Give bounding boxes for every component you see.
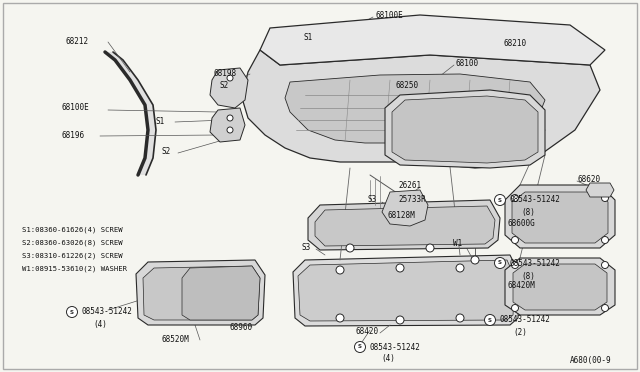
Circle shape <box>495 195 506 205</box>
Text: (4): (4) <box>381 353 395 362</box>
Text: S3: S3 <box>302 244 311 253</box>
Text: S1:08360-61626(4) SCREW: S1:08360-61626(4) SCREW <box>22 227 123 233</box>
Circle shape <box>511 195 518 202</box>
Circle shape <box>355 341 365 353</box>
Polygon shape <box>586 183 614 197</box>
Text: 68196: 68196 <box>62 131 85 140</box>
Text: 68600G: 68600G <box>508 219 536 228</box>
Text: A680(00-9: A680(00-9 <box>570 356 612 365</box>
Circle shape <box>511 305 518 311</box>
Text: 68420: 68420 <box>355 327 378 337</box>
Polygon shape <box>145 105 156 130</box>
Circle shape <box>227 75 233 81</box>
Polygon shape <box>145 130 156 158</box>
Text: (8): (8) <box>521 208 535 218</box>
Text: S: S <box>488 317 492 323</box>
Circle shape <box>227 115 233 121</box>
Polygon shape <box>285 74 545 145</box>
Text: (4): (4) <box>93 321 107 330</box>
Text: 68100: 68100 <box>455 60 478 68</box>
Text: 68960: 68960 <box>230 324 253 333</box>
Polygon shape <box>392 96 538 163</box>
Circle shape <box>511 237 518 244</box>
Polygon shape <box>512 192 608 243</box>
Text: (2): (2) <box>513 328 527 337</box>
Circle shape <box>346 244 354 252</box>
Text: 25733R: 25733R <box>398 196 426 205</box>
Polygon shape <box>210 108 245 142</box>
Text: S: S <box>358 344 362 350</box>
Polygon shape <box>138 158 153 175</box>
Circle shape <box>396 316 404 324</box>
Text: 68212: 68212 <box>65 38 88 46</box>
Circle shape <box>602 195 609 202</box>
Circle shape <box>602 237 609 244</box>
Circle shape <box>336 266 344 274</box>
Polygon shape <box>136 260 265 325</box>
Polygon shape <box>130 80 153 105</box>
Polygon shape <box>513 264 607 310</box>
Text: 08543-51242: 08543-51242 <box>82 308 133 317</box>
Circle shape <box>495 257 506 269</box>
Polygon shape <box>210 68 248 108</box>
Text: S2:08360-63026(8) SCREW: S2:08360-63026(8) SCREW <box>22 240 123 246</box>
Polygon shape <box>382 190 428 226</box>
Text: 08543-51242: 08543-51242 <box>509 259 560 267</box>
Polygon shape <box>260 15 605 65</box>
Circle shape <box>484 314 495 326</box>
Polygon shape <box>505 258 615 315</box>
Polygon shape <box>298 260 515 321</box>
Circle shape <box>67 307 77 317</box>
Text: S3:08310-61226(2) SCREW: S3:08310-61226(2) SCREW <box>22 253 123 259</box>
Text: 68520M: 68520M <box>162 336 189 344</box>
Circle shape <box>227 127 233 133</box>
Polygon shape <box>293 255 520 326</box>
Text: S2: S2 <box>220 80 229 90</box>
Text: S1: S1 <box>156 118 165 126</box>
Text: S1: S1 <box>303 33 312 42</box>
Text: 68420M: 68420M <box>508 280 536 289</box>
Text: 08543-51242: 08543-51242 <box>370 343 421 352</box>
Text: W1: W1 <box>453 238 462 247</box>
Text: 68100E: 68100E <box>62 103 90 112</box>
Text: S: S <box>498 198 502 202</box>
Text: 68128M: 68128M <box>388 211 416 219</box>
Text: S: S <box>70 310 74 314</box>
Text: S2: S2 <box>162 148 172 157</box>
Polygon shape <box>308 200 500 250</box>
Text: W1:08915-53610(2) WASHER: W1:08915-53610(2) WASHER <box>22 266 127 272</box>
Polygon shape <box>505 185 615 248</box>
Text: 08543-51242: 08543-51242 <box>509 196 560 205</box>
Polygon shape <box>385 90 545 168</box>
Polygon shape <box>115 60 138 80</box>
Text: 68250: 68250 <box>395 80 418 90</box>
Text: 68620: 68620 <box>578 176 601 185</box>
Circle shape <box>602 262 609 269</box>
Polygon shape <box>242 50 600 168</box>
Text: S: S <box>498 260 502 266</box>
Circle shape <box>396 264 404 272</box>
Text: 26261: 26261 <box>398 180 421 189</box>
Text: 68210: 68210 <box>503 39 526 48</box>
Text: 68198: 68198 <box>213 68 236 77</box>
Circle shape <box>511 262 518 269</box>
Polygon shape <box>315 206 495 246</box>
Polygon shape <box>105 52 123 60</box>
Text: (8): (8) <box>521 272 535 280</box>
Circle shape <box>456 264 464 272</box>
Text: S3: S3 <box>367 196 376 205</box>
Circle shape <box>602 305 609 311</box>
Text: 08543-51242: 08543-51242 <box>499 315 550 324</box>
Circle shape <box>471 256 479 264</box>
Circle shape <box>336 314 344 322</box>
Circle shape <box>456 314 464 322</box>
Polygon shape <box>182 266 260 320</box>
Polygon shape <box>143 266 260 320</box>
Circle shape <box>426 244 434 252</box>
Text: 68100E: 68100E <box>375 12 403 20</box>
